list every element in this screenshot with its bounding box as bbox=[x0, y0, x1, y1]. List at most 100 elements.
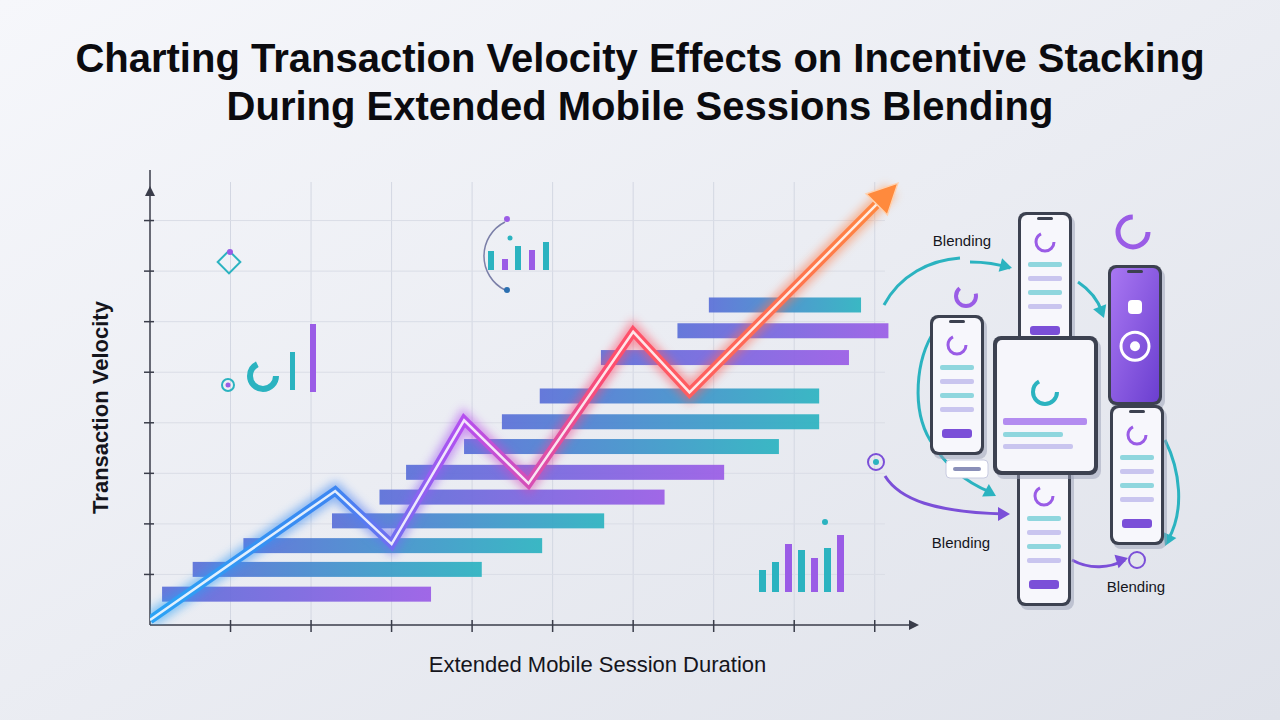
y-tick bbox=[144, 574, 154, 576]
y-tick bbox=[144, 523, 154, 525]
mini-donut bbox=[1118, 217, 1148, 247]
bar-icon bbox=[824, 548, 831, 592]
phone-row bbox=[940, 393, 974, 398]
x-axis-title: Extended Mobile Session Duration bbox=[429, 652, 767, 677]
x-tick bbox=[793, 620, 795, 632]
phone-row bbox=[1120, 483, 1154, 488]
phone-button bbox=[942, 429, 972, 438]
bar-icon bbox=[515, 246, 521, 270]
grid-line-y bbox=[150, 220, 885, 221]
y-tick bbox=[144, 473, 154, 475]
tablet-frame bbox=[993, 336, 1098, 475]
chip bbox=[946, 460, 988, 478]
phone-screen bbox=[1021, 215, 1069, 349]
grid-line-x bbox=[633, 182, 634, 625]
phone-icon bbox=[1036, 233, 1054, 251]
grid-line-x bbox=[794, 182, 795, 625]
y-axis-title: Transaction Velocity bbox=[88, 300, 113, 514]
phone-screen bbox=[1020, 469, 1068, 603]
x-tick bbox=[713, 620, 715, 632]
phone-icon bbox=[1121, 332, 1149, 360]
diagram-label: Blending bbox=[1107, 578, 1165, 595]
grid-line-x bbox=[713, 182, 714, 625]
bar-icon bbox=[290, 352, 295, 390]
phone-frame bbox=[1110, 405, 1164, 545]
phone-row bbox=[1027, 544, 1061, 549]
tablet-shadow bbox=[996, 340, 1101, 479]
bar-icon bbox=[772, 562, 779, 592]
x-tick bbox=[230, 620, 232, 632]
bar-icon bbox=[488, 251, 494, 270]
blending-diagram bbox=[0, 0, 1179, 610]
y-tick bbox=[144, 321, 154, 323]
phone-icon bbox=[1128, 300, 1142, 314]
title-line: Charting Transaction Velocity Effects on… bbox=[75, 36, 1204, 80]
x-tick bbox=[310, 620, 312, 632]
phone-row bbox=[1028, 290, 1062, 295]
phone-row bbox=[1027, 516, 1061, 521]
dot-icon bbox=[227, 249, 233, 255]
phone-notch bbox=[1129, 410, 1145, 413]
bar-icon bbox=[310, 324, 316, 392]
phone-row bbox=[940, 365, 974, 370]
phone-button bbox=[1122, 519, 1152, 528]
phone-notch bbox=[1127, 270, 1143, 273]
phone-row bbox=[1028, 276, 1062, 281]
arc-icon bbox=[484, 222, 505, 290]
flow-arrowhead bbox=[1093, 304, 1106, 318]
bar-icon bbox=[529, 250, 535, 270]
tablet-screen bbox=[997, 340, 1094, 471]
flow-arrowhead bbox=[982, 484, 996, 496]
range-bar bbox=[677, 323, 888, 338]
tablet-row bbox=[1003, 444, 1073, 449]
phone-row bbox=[1027, 530, 1061, 535]
plot-area bbox=[150, 183, 898, 620]
donut-icon bbox=[250, 363, 276, 389]
bar-icon bbox=[811, 558, 818, 592]
phone-row bbox=[1120, 497, 1154, 502]
phone-row bbox=[1120, 469, 1154, 474]
grid-line-x bbox=[472, 182, 473, 625]
line-core bbox=[150, 190, 891, 620]
line-glow bbox=[150, 190, 891, 620]
bar-icon bbox=[798, 550, 805, 592]
flow-arrowhead bbox=[1114, 555, 1128, 568]
phone-icon bbox=[1128, 426, 1146, 444]
line-series bbox=[150, 190, 891, 620]
dot-icon bbox=[226, 383, 231, 388]
phone-shadow bbox=[933, 319, 987, 459]
flow-arrow bbox=[884, 258, 960, 305]
phone-row bbox=[1120, 455, 1154, 460]
range-bar bbox=[464, 439, 779, 454]
node-dot bbox=[873, 459, 879, 465]
flow-arrow bbox=[885, 476, 1005, 514]
ring-icon bbox=[222, 379, 234, 391]
phone-screen bbox=[933, 318, 981, 452]
phone-icon bbox=[1130, 341, 1140, 351]
background bbox=[0, 0, 1280, 720]
grid-line-y bbox=[150, 271, 885, 272]
flow-arrowhead bbox=[999, 258, 1012, 272]
phone-frame bbox=[1108, 265, 1162, 405]
phone-shadow bbox=[1113, 409, 1167, 549]
decorations bbox=[218, 216, 844, 592]
phone-icon bbox=[1035, 487, 1053, 505]
y-tick bbox=[144, 220, 154, 222]
range-bar bbox=[406, 465, 724, 480]
y-axis-arrow bbox=[145, 186, 155, 196]
grid-line-x bbox=[552, 182, 553, 625]
phone-shadow bbox=[1111, 269, 1165, 409]
diagram-label: Blending bbox=[932, 534, 990, 551]
chip-line bbox=[953, 467, 981, 471]
phone-row bbox=[1028, 262, 1062, 267]
phone-frame bbox=[1017, 466, 1071, 606]
bar-icon bbox=[837, 535, 844, 592]
grid-line-x bbox=[874, 182, 875, 625]
canvas: Charting Transaction Velocity Effects on… bbox=[0, 0, 1280, 720]
mini-donut bbox=[956, 286, 976, 306]
phone-notch bbox=[1037, 217, 1053, 220]
grid-line-y bbox=[150, 372, 885, 373]
tablet-row bbox=[1003, 418, 1087, 425]
y-axis-end bbox=[149, 170, 151, 188]
tablet-row bbox=[1003, 432, 1063, 437]
